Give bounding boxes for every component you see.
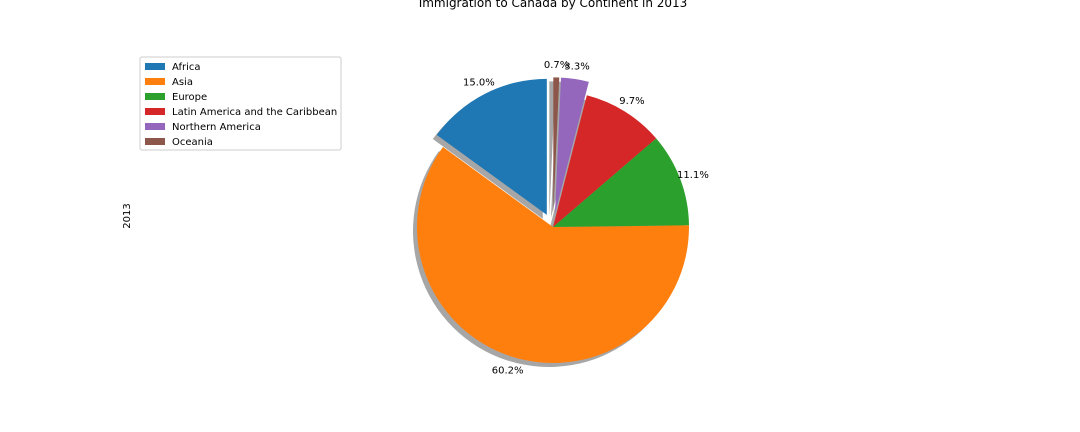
y-axis-label: 2013 — [122, 203, 133, 228]
pct-label-europe: 11.1% — [677, 170, 709, 181]
percent-labels: 15.0% 60.2% 11.1% 9.7% 3.3%0.7% — [463, 60, 709, 377]
slice-oceania — [553, 77, 560, 214]
legend-label-oceania: Oceania — [172, 137, 213, 148]
legend: Africa Asia Europe Latin America and the Ca… — [139, 56, 342, 151]
legend-label-africa: Africa — [172, 62, 201, 73]
legend-swatch-northern-america — [145, 123, 165, 130]
pct-label-northern-america: 3.3% — [564, 62, 589, 73]
legend-frame — [139, 56, 342, 151]
pct-label-africa: 15.0% — [463, 78, 495, 89]
legend-label-latin-america-and-the-caribbean: Latin America and the Caribbean — [172, 107, 337, 118]
slice-latin-america-and-the-caribbean — [553, 95, 657, 227]
slice-europe — [553, 138, 689, 227]
chart-title: Immigration to Canada by Continent in 20… — [419, 0, 688, 10]
pie-slices — [417, 77, 689, 363]
legend-swatch-oceania — [145, 138, 165, 145]
legend-swatch-asia — [145, 78, 165, 85]
pct-label-asia: 60.2% — [492, 366, 524, 377]
legend-swatch-europe — [145, 93, 165, 100]
pct-label-oceania: 0.7% — [544, 60, 569, 71]
legend-label-europe: Europe — [172, 92, 207, 103]
legend-swatch-latin-america-and-the-caribbean — [145, 108, 165, 115]
legend-label-asia: Asia — [172, 77, 193, 88]
slice-northern-america — [555, 77, 589, 214]
pct-label-latin-america-and-the-caribbean: 9.7% — [619, 96, 644, 107]
slice-africa — [436, 78, 547, 215]
legend-label-northern-america: Northern America — [172, 122, 261, 133]
slice-asia — [417, 147, 689, 363]
legend-swatch-africa — [145, 63, 165, 70]
